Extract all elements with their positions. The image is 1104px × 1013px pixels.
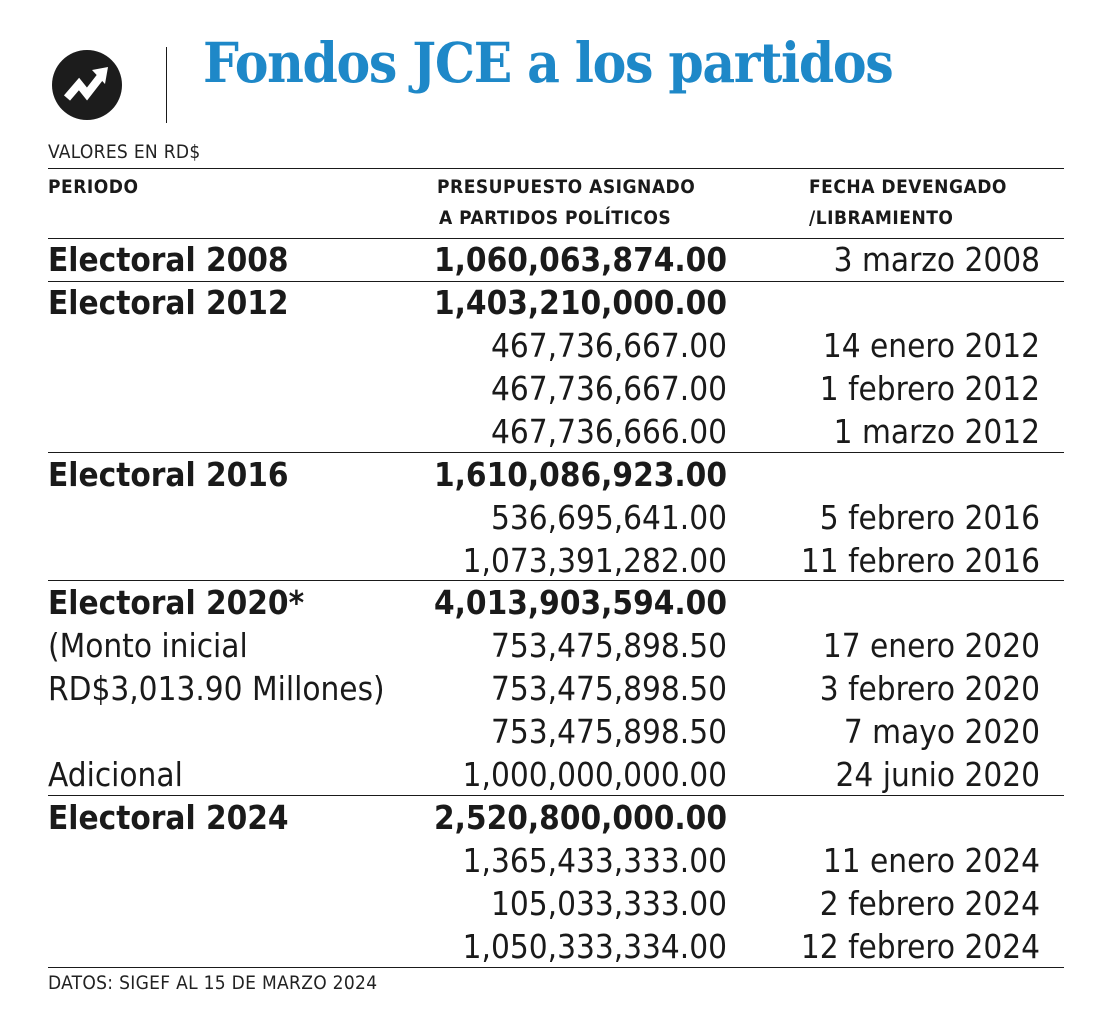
row-monto: 1,073,391,282.00 xyxy=(462,541,727,580)
row-fecha: 7 mayo 2020 xyxy=(843,712,1040,751)
row-periodo: RD$3,013.90 Millones) xyxy=(48,669,385,708)
row-fecha: 1 marzo 2012 xyxy=(833,412,1040,451)
row-periodo: (Monto inicial xyxy=(48,626,248,665)
row-monto: 753,475,898.50 xyxy=(490,712,727,751)
row-monto: 753,475,898.50 xyxy=(490,669,727,708)
row-fecha: 12 febrero 2024 xyxy=(800,927,1040,966)
row-fecha: 3 febrero 2020 xyxy=(819,669,1040,708)
row-monto: 1,060,063,874.00 xyxy=(433,240,727,279)
row-fecha: 11 febrero 2016 xyxy=(800,541,1040,580)
row-monto: 2,520,800,000.00 xyxy=(433,798,727,837)
page-title: Fondos JCE a los partidos xyxy=(203,30,894,95)
row-monto: 1,000,000,000.00 xyxy=(462,755,727,794)
zigzag-arrow-icon xyxy=(63,67,108,101)
header-bottom-rule xyxy=(48,238,1064,239)
group-separator xyxy=(48,452,1064,453)
row-fecha: 1 febrero 2012 xyxy=(819,369,1040,408)
row-monto: 753,475,898.50 xyxy=(490,626,727,665)
table-bottom-rule xyxy=(48,967,1064,968)
header-presupuesto-line1: PRESUPUESTO ASIGNADO xyxy=(437,176,696,198)
row-fecha: 5 febrero 2016 xyxy=(819,498,1040,537)
row-monto: 105,033,333.00 xyxy=(490,884,727,923)
header-top-rule xyxy=(48,168,1064,169)
group-separator xyxy=(48,281,1064,282)
row-monto: 1,610,086,923.00 xyxy=(433,455,727,494)
row-periodo: Electoral 2012 xyxy=(48,283,289,322)
row-fecha: 24 junio 2020 xyxy=(835,755,1040,794)
row-monto: 467,736,667.00 xyxy=(490,369,727,408)
row-fecha: 11 enero 2024 xyxy=(822,841,1040,880)
header-periodo: PERIODO xyxy=(48,176,139,198)
row-monto: 1,403,210,000.00 xyxy=(433,283,727,322)
logo-badge xyxy=(52,50,122,120)
row-fecha: 17 enero 2020 xyxy=(822,626,1040,665)
row-periodo: Adicional xyxy=(48,755,183,794)
group-separator xyxy=(48,580,1064,581)
row-periodo: Electoral 2020* xyxy=(48,583,305,622)
subtitle: VALORES EN RD$ xyxy=(48,141,201,163)
row-periodo: Electoral 2024 xyxy=(48,798,289,837)
row-monto: 536,695,641.00 xyxy=(490,498,727,537)
header-fecha-line2: /LIBRAMIENTO xyxy=(809,207,954,229)
row-fecha: 2 febrero 2024 xyxy=(819,884,1040,923)
header-fecha-line1: FECHA DEVENGADO xyxy=(809,176,1007,198)
row-monto: 467,736,667.00 xyxy=(490,326,727,365)
row-monto: 1,050,333,334.00 xyxy=(462,927,727,966)
group-separator xyxy=(48,795,1064,796)
row-fecha: 3 marzo 2008 xyxy=(833,240,1040,279)
row-monto: 467,736,666.00 xyxy=(490,412,727,451)
row-monto: 4,013,903,594.00 xyxy=(433,583,727,622)
row-periodo: Electoral 2016 xyxy=(48,455,289,494)
title-divider xyxy=(166,47,167,123)
source-note: DATOS: SIGEF AL 15 DE MARZO 2024 xyxy=(48,972,378,994)
row-fecha: 14 enero 2012 xyxy=(822,326,1040,365)
header-presupuesto-line2: A PARTIDOS POLÍTICOS xyxy=(439,207,672,229)
row-monto: 1,365,433,333.00 xyxy=(462,841,727,880)
row-periodo: Electoral 2008 xyxy=(48,240,289,279)
